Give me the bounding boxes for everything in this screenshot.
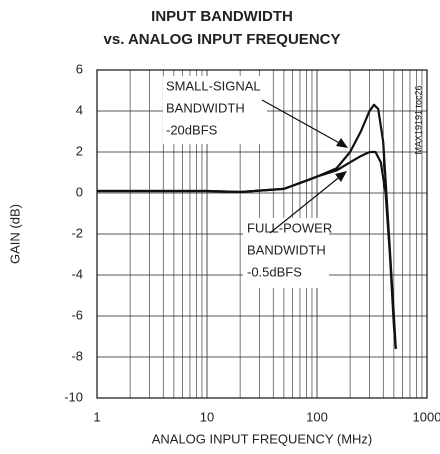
y-tick-label: -4 [71, 266, 83, 281]
annotation-box [243, 218, 329, 288]
x-tick-label: 1000 [413, 409, 440, 424]
arrow [261, 99, 344, 146]
y-tick-label: 2 [76, 143, 83, 158]
arrows [261, 99, 348, 234]
annotation: FULL-POWER [247, 220, 332, 235]
chart-title: INPUT BANDWIDTH [151, 8, 293, 25]
series-line [97, 150, 397, 349]
side-note: MAX19191 toc26 [413, 85, 423, 154]
x-axis-label: ANALOG INPUT FREQUENCY (MHz) [152, 431, 373, 446]
annotation-box [163, 76, 267, 144]
arrowhead [335, 171, 347, 182]
y-tick-label: -10 [64, 389, 83, 404]
annotations: SMALL-SIGNAL BANDWIDTH -20dBFS FULL-POWER BA… [166, 78, 332, 279]
lines [97, 103, 397, 349]
plot-frame [96, 69, 428, 399]
y-axis-label: GAIN (dB) [7, 204, 22, 264]
annotation: BANDWIDTH [247, 242, 326, 257]
annotation: -0.5dBFS [247, 264, 302, 279]
annotation: BANDWIDTH [166, 100, 245, 115]
y-tick-label: 6 [76, 61, 83, 76]
annotation: SMALL-SIGNAL [166, 78, 261, 93]
arrow [269, 174, 343, 234]
y-tick-label: -6 [71, 307, 83, 322]
arrowhead [336, 138, 348, 148]
y-tick-label: -2 [71, 225, 83, 240]
y-tick-label: -8 [71, 348, 83, 363]
x-tick-label: 100 [306, 409, 328, 424]
x-tick-label: 1 [93, 409, 100, 424]
chart-title: vs. ANALOG INPUT FREQUENCY [104, 31, 341, 48]
annotation: -20dBFS [166, 122, 218, 137]
y-tick-label: 0 [76, 184, 83, 199]
y-tick-label: 4 [76, 102, 83, 117]
x-tick-label: 10 [200, 409, 214, 424]
